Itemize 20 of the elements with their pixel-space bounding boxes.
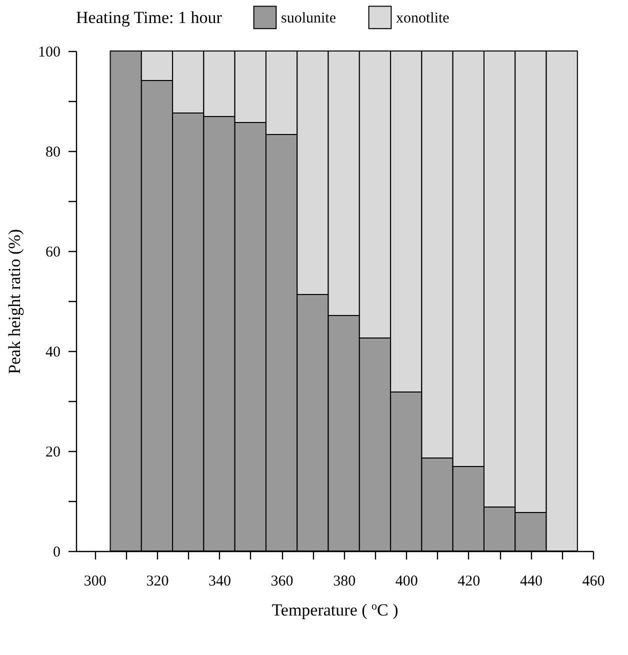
- y-tick-label: 100: [38, 44, 60, 60]
- legend-label: suolunite: [281, 10, 336, 26]
- legend-title: Heating Time: 1 hour: [76, 8, 222, 27]
- x-tick-label: 400: [395, 574, 418, 590]
- y-tick-label: 0: [53, 544, 60, 560]
- y-tick-label: 20: [46, 444, 60, 460]
- y-tick-label: 40: [46, 344, 60, 360]
- x-tick-label: 380: [333, 574, 356, 590]
- y-axis-title: Peak height ratio (%): [5, 229, 24, 374]
- x-tick-label: 340: [208, 574, 232, 590]
- x-tick-label: 440: [520, 574, 542, 590]
- x-tick-label: 360: [270, 574, 294, 590]
- x-axis-title: Temperature ( $^{o}$C ): [272, 600, 398, 620]
- x-tick-label: 320: [146, 574, 169, 590]
- x-tick-label: 300: [84, 574, 106, 590]
- x-tick-label: 460: [582, 574, 605, 590]
- x-tick-label: 420: [458, 574, 480, 590]
- y-tick-label: 60: [46, 244, 60, 260]
- legend-label: xonotlite: [396, 10, 450, 26]
- y-tick-label: 80: [46, 144, 60, 160]
